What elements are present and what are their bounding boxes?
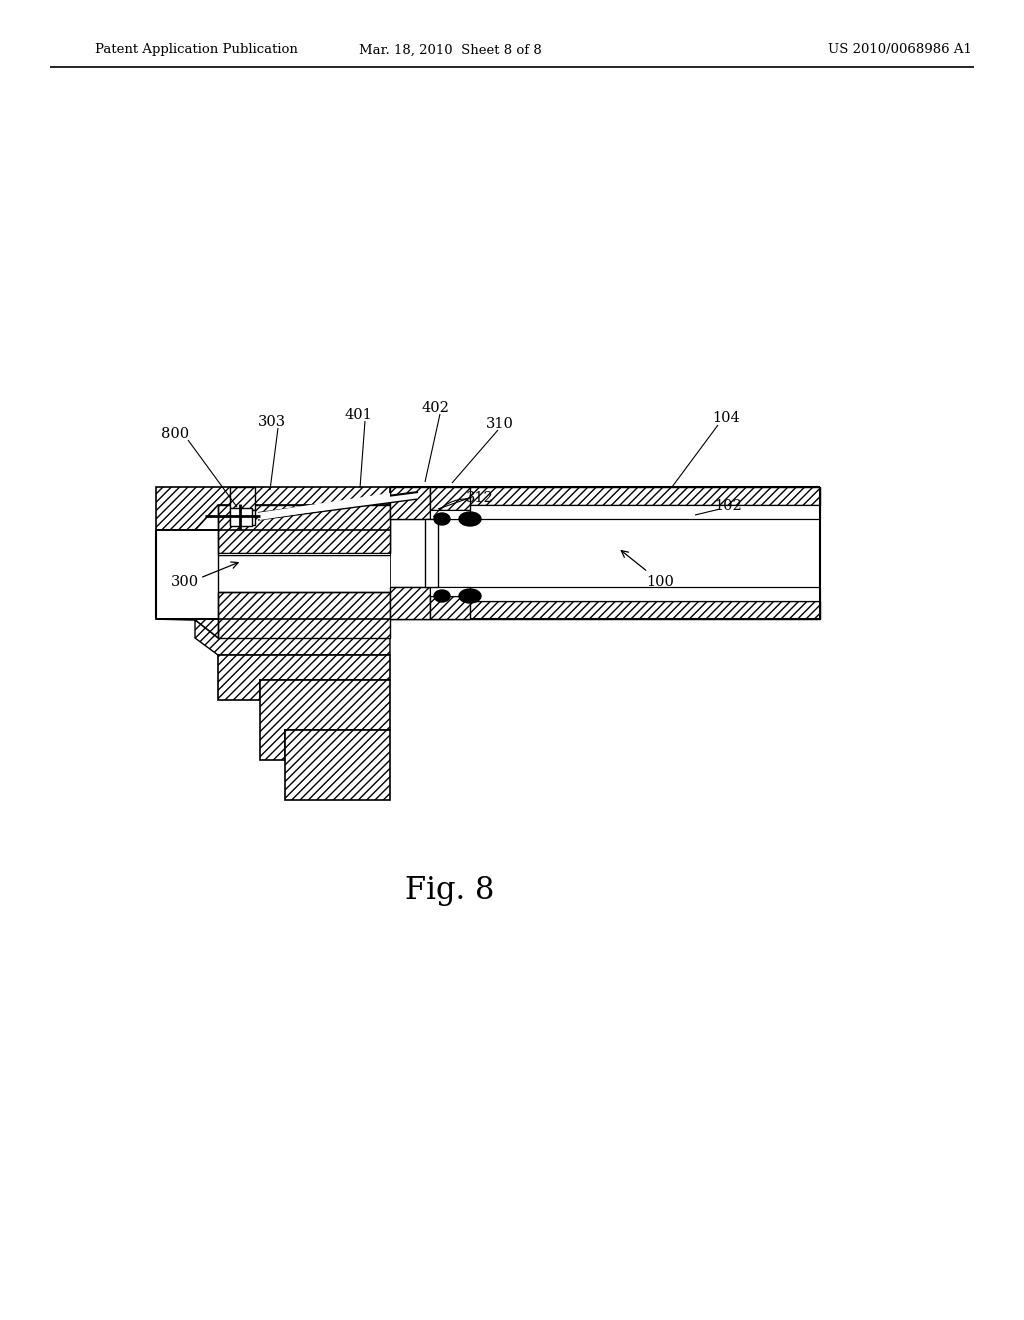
Polygon shape [390,601,820,619]
Polygon shape [425,519,438,587]
Text: 300: 300 [171,576,199,589]
Polygon shape [218,506,390,553]
Polygon shape [218,554,390,591]
Polygon shape [218,506,390,519]
Polygon shape [390,587,430,619]
Polygon shape [218,519,390,553]
Polygon shape [430,587,470,597]
Ellipse shape [434,590,450,602]
Polygon shape [218,519,390,545]
Ellipse shape [459,512,481,525]
Polygon shape [390,519,820,587]
Polygon shape [156,487,390,531]
Text: Patent Application Publication: Patent Application Publication [95,44,298,57]
Polygon shape [230,487,255,510]
Polygon shape [285,730,390,800]
Text: 303: 303 [258,414,286,429]
Polygon shape [390,587,820,601]
Text: 310: 310 [486,417,514,432]
Text: 104: 104 [712,411,740,425]
Ellipse shape [459,589,481,603]
Polygon shape [256,492,390,520]
Text: 312: 312 [466,491,494,506]
Text: Fig. 8: Fig. 8 [406,874,495,906]
Text: US 2010/0068986 A1: US 2010/0068986 A1 [828,44,972,57]
Polygon shape [260,680,390,760]
Polygon shape [156,619,390,638]
Polygon shape [218,553,390,554]
Text: 100: 100 [646,576,674,589]
Polygon shape [156,531,390,619]
Polygon shape [230,508,252,525]
Polygon shape [390,506,820,519]
Polygon shape [430,510,470,519]
Text: 401: 401 [344,408,372,422]
Polygon shape [218,591,390,638]
Text: 800: 800 [161,426,189,441]
Ellipse shape [434,513,450,525]
Polygon shape [218,553,390,554]
Polygon shape [430,487,470,510]
Text: Mar. 18, 2010  Sheet 8 of 8: Mar. 18, 2010 Sheet 8 of 8 [358,44,542,57]
Polygon shape [258,492,418,520]
Polygon shape [390,487,430,519]
Polygon shape [195,620,390,655]
Text: 402: 402 [421,401,449,414]
Text: 102: 102 [714,499,741,513]
Polygon shape [390,487,820,506]
Polygon shape [430,597,470,619]
Polygon shape [218,655,390,700]
Polygon shape [230,510,255,525]
Polygon shape [218,591,390,619]
